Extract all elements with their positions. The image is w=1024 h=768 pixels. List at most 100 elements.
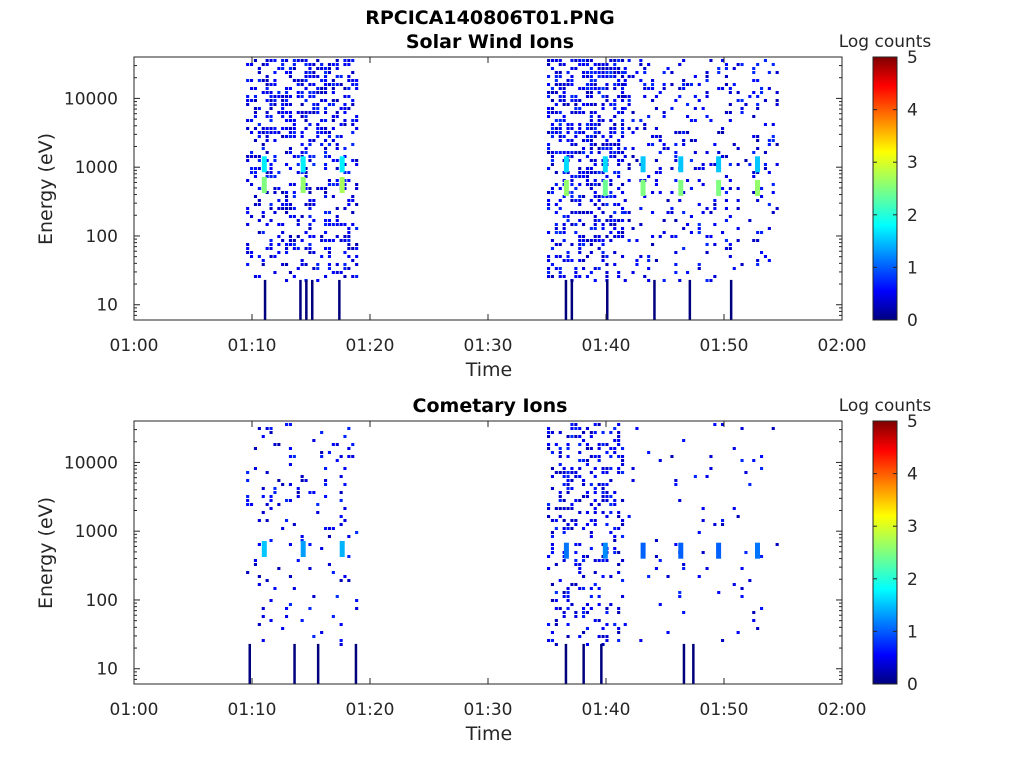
solar-wind-cell (566, 83, 570, 86)
solar-wind-cell (585, 167, 589, 170)
solar-wind-cell (585, 171, 589, 174)
solar-wind-cell (578, 159, 582, 162)
solar-wind-cell (585, 175, 589, 178)
solar-wind-cell (320, 127, 324, 130)
solar-wind-cell (771, 183, 775, 186)
cometary-cell (621, 579, 625, 582)
solar-wind-cell (601, 119, 605, 122)
cometary-cell (562, 499, 566, 502)
solar-wind-cell (273, 95, 277, 98)
solar-wind-cell (570, 211, 574, 214)
cometary-cell (566, 491, 570, 494)
solar-wind-cell (550, 151, 554, 154)
cometary-cell (558, 451, 562, 454)
cometary-cell (674, 479, 678, 482)
solar-wind-cell (635, 127, 639, 130)
solar-wind-cell (752, 71, 756, 74)
solar-wind-cell (651, 191, 655, 194)
solar-wind-cell (601, 135, 605, 138)
cometary-cell (570, 527, 574, 530)
cometary-cell (621, 535, 625, 538)
cometary-cell (582, 607, 586, 610)
solar-wind-cell (550, 275, 554, 278)
cometary-cell (617, 639, 621, 642)
solar-wind-cell (627, 219, 631, 222)
solar-wind-cell (574, 111, 578, 114)
solar-wind-cell (574, 199, 578, 202)
solar-wind-cell (682, 83, 686, 86)
figure-title: RPCICA140806T01.PNG (365, 7, 615, 29)
solar-wind-cell (570, 179, 574, 182)
solar-wind-cell (347, 171, 351, 174)
solar-wind-cell (593, 183, 597, 186)
cometary-cell (285, 499, 289, 502)
cometary-cell (285, 607, 289, 610)
solar-wind-cell (320, 99, 324, 102)
cometary-cell (562, 595, 566, 598)
solar-wind-cell (689, 83, 693, 86)
cometary-cell (324, 527, 328, 530)
cometary-cell (740, 595, 744, 598)
solar-wind-cell (613, 223, 617, 226)
cometary-cell (312, 439, 316, 442)
cometary-xlabel: Time (465, 723, 513, 745)
solar-wind-cell (257, 79, 261, 82)
cometary-cell (578, 427, 582, 430)
solar-wind-cell (281, 207, 285, 210)
solar-wind-cell (639, 59, 643, 62)
solar-wind-cell (617, 151, 621, 154)
solar-wind-cell (593, 111, 597, 114)
solar-wind-cell (257, 123, 261, 126)
cometary-cell (281, 527, 285, 530)
solar-wind-cell (554, 151, 558, 154)
solar-wind-cell (257, 275, 261, 278)
solar-wind-cell (547, 91, 551, 94)
cometary-cell (547, 427, 551, 430)
solar-wind-cell (582, 243, 586, 246)
solar-wind-cell (554, 131, 558, 134)
solar-wind-cell (570, 99, 574, 102)
solar-wind-colorbar-label: Log counts (839, 32, 932, 52)
cometary-cell (601, 487, 605, 490)
solar-wind-cell (331, 195, 335, 198)
solar-wind-cell (670, 107, 674, 110)
solar-wind-cell (605, 263, 609, 266)
solar-wind-cell (574, 107, 578, 110)
solar-wind-cell (601, 227, 605, 230)
solar-wind-cell (257, 231, 261, 234)
cometary-cell (566, 479, 570, 482)
solar-wind-cell (246, 119, 250, 122)
solar-wind-cell (721, 231, 725, 234)
solar-wind-cell (547, 75, 551, 78)
cometary-cell (682, 567, 686, 570)
solar-wind-cell (593, 79, 597, 82)
cometary-cell (721, 423, 725, 426)
cometary-cell (666, 575, 670, 578)
cometary-cell (574, 519, 578, 522)
solar-wind-cell (709, 211, 713, 214)
solar-wind-cell (613, 63, 617, 66)
cometary-cell (547, 555, 551, 558)
solar-wind-cell (308, 207, 312, 210)
solar-wind-cell (269, 163, 273, 166)
solar-wind-cell (651, 87, 655, 90)
solar-wind-cell (570, 243, 574, 246)
solar-wind-cell (351, 79, 355, 82)
solar-wind-cell (547, 95, 551, 98)
cometary-cell (547, 639, 551, 642)
cometary-cell (355, 531, 359, 534)
solar-wind-cell (705, 279, 709, 282)
solar-wind-cell (261, 127, 265, 130)
solar-wind-cell (639, 79, 643, 82)
solar-wind-cell (647, 87, 651, 90)
solar-wind-cell (674, 143, 678, 146)
solar-wind-cell (686, 131, 690, 134)
solar-wind-cell (281, 67, 285, 70)
solar-wind-cell (320, 255, 324, 258)
solar-wind-cell (269, 99, 273, 102)
cometary-peak-cell (640, 542, 646, 559)
solar-wind-cell (570, 79, 574, 82)
solar-wind-cell (292, 247, 296, 250)
cometary-cell (621, 447, 625, 450)
solar-wind-cell (265, 87, 269, 90)
